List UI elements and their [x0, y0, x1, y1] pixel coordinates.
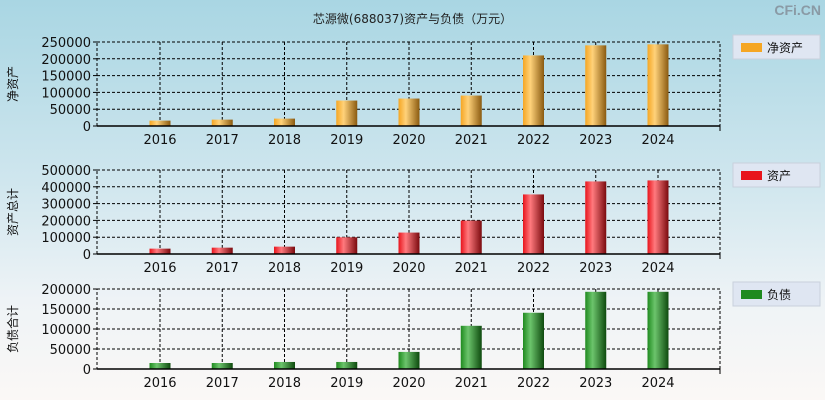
bar-2017	[211, 363, 233, 369]
y-tick-label: 100000	[41, 323, 91, 338]
bar-2021	[460, 95, 482, 126]
legend-label: 资产	[767, 169, 791, 183]
x-tick-label: 2023	[579, 261, 612, 276]
x-tick-label: 2020	[392, 376, 425, 391]
y-tick-label: 100000	[41, 86, 91, 101]
x-tick-label: 2017	[206, 261, 239, 276]
x-tick-label: 2021	[455, 133, 488, 148]
y-tick-label: 100000	[41, 231, 91, 246]
bar-2021	[460, 325, 482, 369]
y-tick-label: 250000	[41, 36, 91, 51]
y-tick-label: 200000	[41, 53, 91, 68]
x-tick-label: 2017	[206, 133, 239, 148]
x-tick-label: 2024	[641, 261, 674, 276]
bar-2019	[336, 100, 358, 126]
y-tick-label: 400000	[41, 181, 91, 196]
x-tick-label: 2019	[330, 376, 363, 391]
y-tick-label: 500000	[41, 164, 91, 179]
bar-2020	[398, 232, 420, 254]
x-tick-label: 2020	[392, 133, 425, 148]
bar-2024	[647, 44, 669, 126]
plot-border	[96, 288, 721, 370]
y-tick-label: 50000	[50, 343, 91, 358]
bar-2023	[585, 181, 607, 254]
bar-2017	[211, 119, 233, 126]
bar-2022	[523, 312, 544, 369]
y-tick-label: 150000	[41, 70, 91, 85]
x-tick-label: 2017	[206, 376, 239, 391]
bar-2016	[149, 248, 171, 254]
x-tick-label: 2022	[517, 261, 550, 276]
bar-2021	[460, 220, 482, 254]
x-tick-label: 2022	[517, 376, 550, 391]
plot-border	[96, 169, 721, 255]
x-tick-label: 2023	[579, 133, 612, 148]
bar-2020	[398, 98, 420, 126]
legend-label: 负债	[767, 288, 791, 302]
legend: 负债	[732, 281, 821, 307]
chart-panel-2: 200000 150000 100000 50000 0 2016 2017 2018 2019…	[5, 281, 821, 391]
bar-2022	[523, 55, 544, 126]
y-tick-label: 200000	[41, 283, 91, 298]
x-tick-label: 2018	[268, 261, 301, 276]
legend-swatch	[741, 290, 762, 299]
bar-2023	[585, 45, 607, 126]
legend: 净资产	[732, 34, 821, 60]
x-tick-label: 2023	[579, 376, 612, 391]
plot-border	[96, 41, 721, 127]
x-tick-label: 2022	[517, 133, 550, 148]
y-axis-label: 净资产	[6, 66, 20, 102]
bar-2018	[274, 246, 295, 254]
y-tick-label: 150000	[41, 303, 91, 318]
bar-2017	[211, 247, 233, 254]
bar-2018	[274, 361, 295, 369]
legend-swatch	[741, 43, 762, 52]
y-tick-label: 300000	[41, 198, 91, 213]
bar-2023	[585, 291, 607, 369]
y-axis-label: 资产总计	[6, 188, 20, 236]
x-tick-label: 2020	[392, 261, 425, 276]
legend-label: 净资产	[767, 41, 803, 55]
y-tick-label: 0	[83, 120, 91, 135]
bar-2019	[336, 361, 358, 369]
x-tick-label: 2018	[268, 133, 301, 148]
x-tick-label: 2016	[143, 376, 176, 391]
y-tick-label: 0	[83, 363, 91, 378]
legend: 资产	[732, 162, 821, 188]
bar-2018	[274, 118, 295, 126]
y-axis-label: 负债合计	[5, 305, 20, 353]
chart-title: 芯源微(688037)资产与负债（万元）	[312, 12, 513, 26]
bar-2024	[647, 180, 669, 254]
x-tick-label: 2019	[330, 133, 363, 148]
x-tick-label: 2024	[641, 133, 674, 148]
bar-2020	[398, 351, 420, 369]
y-tick-label: 200000	[41, 214, 91, 229]
bar-2019	[336, 237, 358, 254]
x-tick-label: 2024	[641, 376, 674, 391]
x-tick-label: 2021	[455, 261, 488, 276]
bar-2024	[647, 291, 669, 369]
x-tick-label: 2021	[455, 376, 488, 391]
bar-2016	[149, 120, 171, 126]
x-tick-label: 2018	[268, 376, 301, 391]
watermark-logo: CFi.CN	[774, 2, 821, 18]
x-tick-label: 2019	[330, 261, 363, 276]
legend-swatch	[741, 171, 762, 180]
x-tick-label: 2016	[143, 261, 176, 276]
y-tick-label: 0	[83, 248, 91, 263]
x-tick-label: 2016	[143, 133, 176, 148]
bar-2016	[149, 363, 171, 369]
y-tick-label: 50000	[50, 103, 91, 118]
bar-2022	[523, 194, 544, 254]
legend-box	[732, 162, 821, 188]
